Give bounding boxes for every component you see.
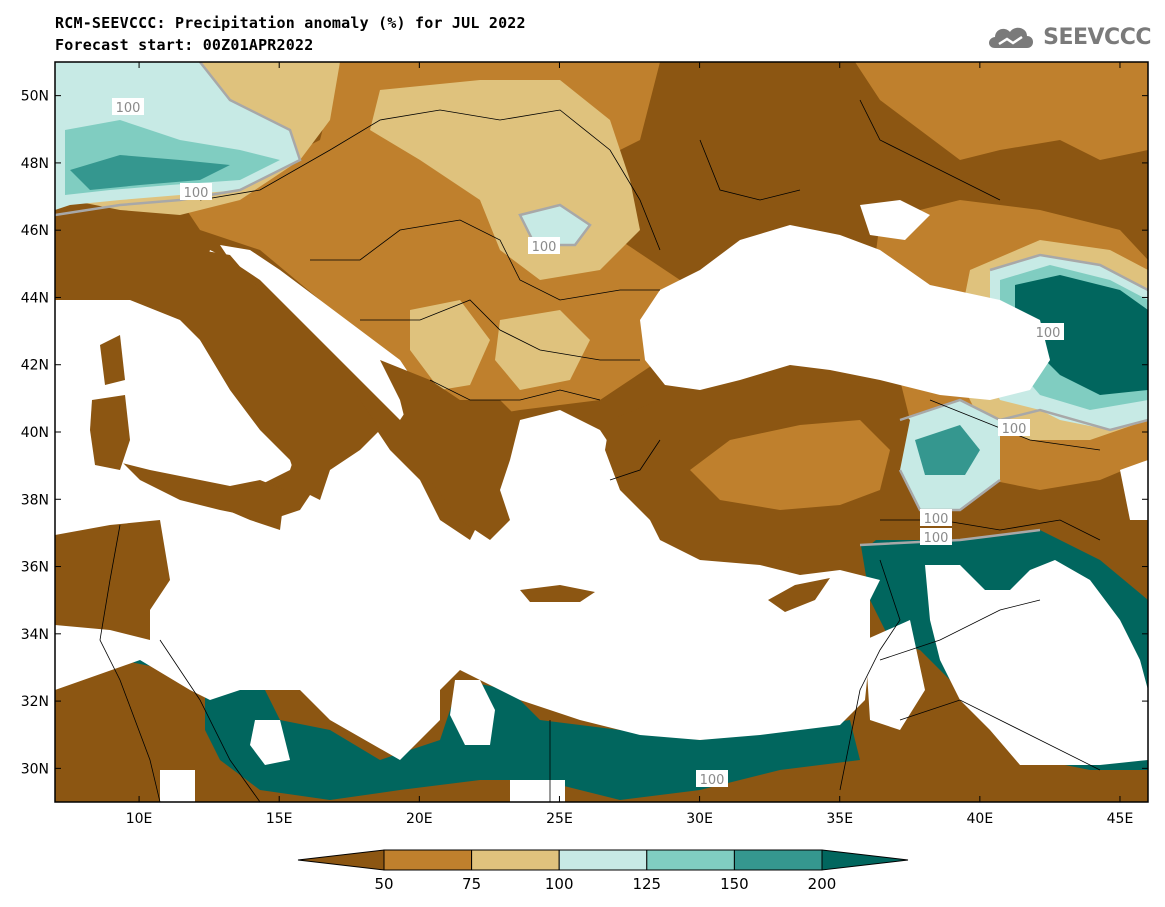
colorbar-label: 200 xyxy=(808,875,837,893)
no-data-patch xyxy=(865,620,925,730)
land-sardinia xyxy=(90,395,130,470)
y-tick-label: 46N xyxy=(21,223,49,239)
forecast-start-subtitle: Forecast start: 00Z01APR2022 xyxy=(55,36,314,54)
anomaly-wet-strong-region xyxy=(70,155,230,190)
x-tick-label: 30E xyxy=(686,811,713,827)
colorbar-segment xyxy=(471,849,560,871)
x-tick-label: 25E xyxy=(546,811,573,827)
colorbar-label: 50 xyxy=(374,875,393,893)
contour-label: 100 xyxy=(184,186,209,201)
colorbar-high-triangle xyxy=(821,849,909,871)
x-axis: 10E 15E 20E 25E 30E 35E 40E 45E xyxy=(126,62,1134,827)
y-tick-label: 44N xyxy=(21,290,49,306)
anomaly-light-dry-region xyxy=(495,310,590,390)
contour-label: 100 xyxy=(924,531,949,546)
anomaly-wet-light-region xyxy=(520,205,590,245)
contour-label: 100 xyxy=(1002,422,1027,437)
anomaly-wet-strong-region xyxy=(915,425,980,475)
contour-labels: 100 100 100 100 100 100 100 100 xyxy=(112,98,1064,788)
anomaly-dry-region xyxy=(855,62,1148,160)
no-data-patch xyxy=(510,780,565,802)
y-tick-label: 50N xyxy=(21,89,49,105)
land-crete xyxy=(520,585,595,602)
x-tick-label: 35E xyxy=(826,811,853,827)
y-tick-label: 38N xyxy=(21,492,49,508)
land-italy xyxy=(195,250,380,500)
x-tick-label: 40E xyxy=(967,811,994,827)
adriatic-sea xyxy=(220,245,420,420)
x-tick-label: 15E xyxy=(266,811,293,827)
no-data-patch xyxy=(250,720,290,765)
colorbar-label: 150 xyxy=(720,875,749,893)
contour-100-lines xyxy=(55,62,1148,547)
caspian-sea xyxy=(1120,460,1148,520)
y-tick-label: 40N xyxy=(21,425,49,441)
anomaly-light-dry-region xyxy=(410,300,490,390)
sea-of-azov xyxy=(860,200,930,240)
black-sea xyxy=(640,225,1050,400)
map-title: RCM-SEEVCCC: Precipitation anomaly (%) f… xyxy=(55,14,526,32)
y-tick-label: 36N xyxy=(21,560,49,576)
contour-label: 100 xyxy=(532,240,557,255)
country-borders xyxy=(99,99,1101,802)
y-tick-label: 30N xyxy=(21,761,49,777)
colorbar-segment xyxy=(383,849,473,871)
x-tick-label: 45E xyxy=(1107,811,1134,827)
contour-label: 100 xyxy=(1036,326,1061,341)
land-corsica xyxy=(100,335,125,385)
colorbar-label: 100 xyxy=(545,875,574,893)
x-tick-label: 20E xyxy=(406,811,433,827)
colorbar-segment xyxy=(558,849,648,871)
colorbar-label: 75 xyxy=(462,875,481,893)
seevccc-logo: SEEVCCC xyxy=(985,22,1151,52)
x-tick-label: 10E xyxy=(126,811,153,827)
colorbar-low-triangle xyxy=(297,849,385,871)
no-data-patch xyxy=(925,560,1148,765)
y-tick-label: 34N xyxy=(21,627,49,643)
no-data-patch xyxy=(160,770,195,802)
land-balkans-greece xyxy=(380,360,520,540)
contour-label: 100 xyxy=(700,773,725,788)
anomaly-wet-strong-region xyxy=(1015,275,1148,395)
land-sicily xyxy=(210,480,285,530)
colorbar-label: 125 xyxy=(632,875,661,893)
y-tick-label: 48N xyxy=(21,156,49,172)
y-tick-label: 42N xyxy=(21,358,49,374)
colorbar-segment xyxy=(733,849,823,871)
colorbar-segment xyxy=(646,849,735,871)
mediterranean-sea xyxy=(55,250,880,760)
colorbar: 50 75 100 125 150 200 xyxy=(297,849,909,893)
land-cyprus xyxy=(768,578,830,612)
logo-text: SEEVCCC xyxy=(1043,24,1151,50)
contour-label: 100 xyxy=(116,101,141,116)
map-field xyxy=(55,62,1148,802)
y-axis: 50N 48N 46N 44N 42N 40N 38N 36N 34N 32N 30N xyxy=(21,89,1148,777)
land-north-africa-west xyxy=(55,520,170,640)
cloud-logo-icon xyxy=(989,27,1034,48)
contour-label: 100 xyxy=(924,512,949,527)
y-tick-label: 32N xyxy=(21,694,49,710)
no-data-patch xyxy=(450,680,495,745)
land-anatolia-inland-dry xyxy=(690,420,890,510)
